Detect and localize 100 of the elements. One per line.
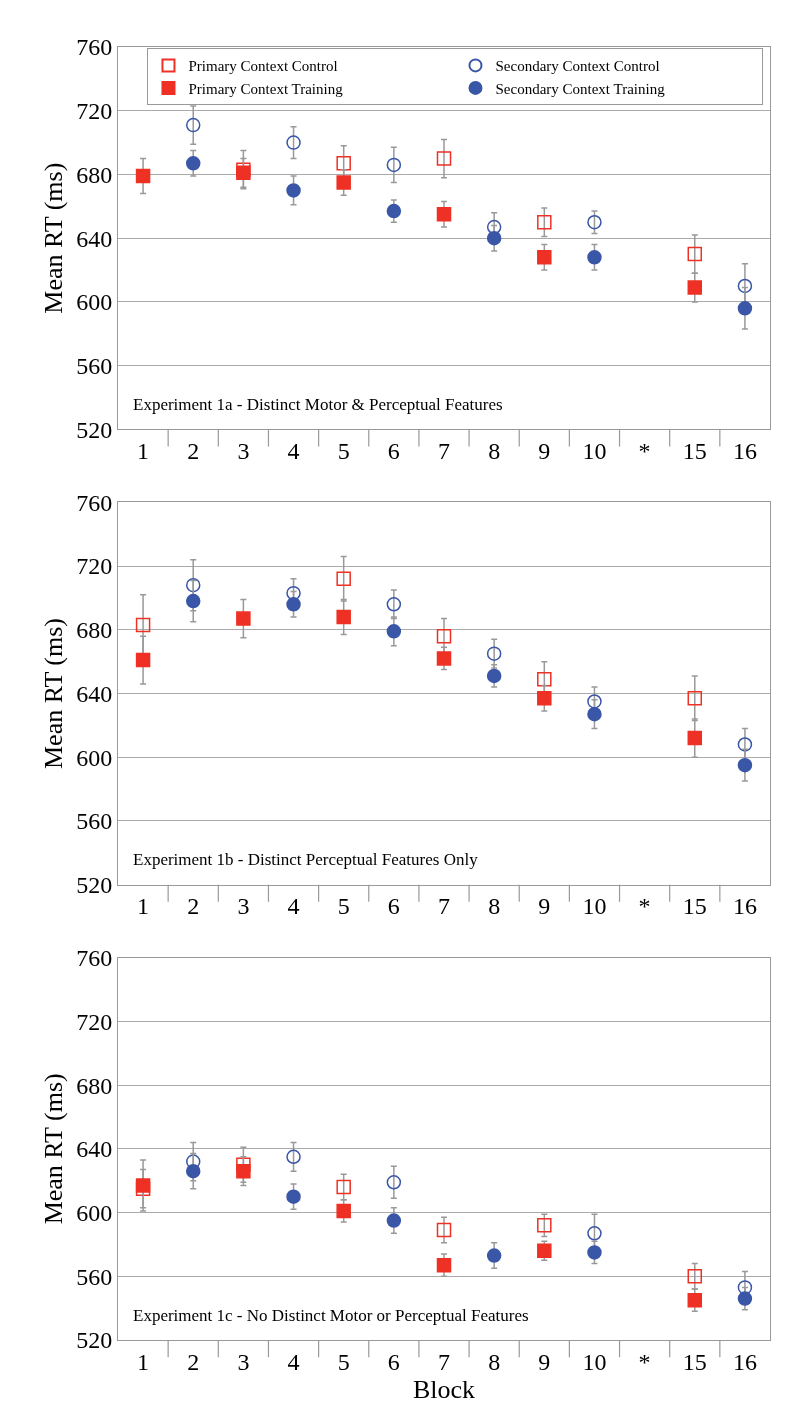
point <box>286 585 301 601</box>
point <box>486 668 502 684</box>
y-tick-label: 680 <box>76 617 113 644</box>
point <box>386 203 402 219</box>
point <box>286 183 301 198</box>
y-tick-label: 640 <box>76 1136 113 1163</box>
point <box>687 1292 703 1308</box>
point <box>737 1291 753 1306</box>
x-tick-label: * <box>638 1348 651 1375</box>
point <box>486 219 502 235</box>
y-tick-label: 600 <box>76 289 113 316</box>
point <box>386 1213 402 1228</box>
x-tick-label: 5 <box>337 438 350 465</box>
x-axis-title: Block <box>412 1374 476 1404</box>
legend-label: Secondary Context Control <box>495 58 660 75</box>
x-tick-label: 8 <box>488 1348 501 1375</box>
point <box>185 1163 201 1179</box>
y-tick-label: 640 <box>76 680 113 707</box>
point <box>687 246 703 262</box>
y-tick-label: 520 <box>76 416 113 443</box>
legend-label: Primary Context Control <box>188 58 338 75</box>
y-tick-label: 760 <box>76 34 113 61</box>
x-tick-label: 10 <box>582 1348 607 1375</box>
point <box>135 652 151 668</box>
point <box>486 230 502 246</box>
point <box>286 135 301 150</box>
point <box>336 1203 351 1219</box>
x-tick-label: 7 <box>438 438 450 465</box>
point <box>537 691 552 706</box>
point <box>537 250 552 265</box>
point <box>286 1189 301 1204</box>
point <box>185 593 201 609</box>
x-tick-label: 16 <box>732 893 757 920</box>
point <box>687 280 703 295</box>
point <box>587 1226 602 1241</box>
x-tick-label: * <box>638 438 651 465</box>
annotation: Experiment 1c - No Distinct Motor or Perceptual Features <box>133 1306 529 1325</box>
y-tick-label: 720 <box>76 98 113 125</box>
x-tick-label: 6 <box>387 438 400 465</box>
point <box>737 757 753 773</box>
x-tick-label: 5 <box>337 1348 350 1375</box>
x-tick-label: 2 <box>187 1348 200 1375</box>
legend-label: Secondary Context Training <box>495 80 666 97</box>
y-tick-label: 720 <box>76 1008 113 1035</box>
point <box>737 301 753 316</box>
x-tick-label: 10 <box>582 438 607 465</box>
x-tick-label: 9 <box>538 438 551 465</box>
point <box>737 737 753 752</box>
y-axis-title: Mean RT (ms) <box>38 1073 68 1225</box>
x-tick-label: 9 <box>538 1348 551 1375</box>
point <box>436 151 452 166</box>
point <box>336 1179 351 1195</box>
point <box>436 628 452 644</box>
point <box>185 117 201 133</box>
point <box>336 571 351 587</box>
point <box>436 207 452 222</box>
point <box>386 1175 402 1190</box>
y-tick-label: 560 <box>76 1263 113 1290</box>
point <box>386 157 402 173</box>
x-tick-label: 2 <box>187 893 200 920</box>
point <box>436 1222 452 1238</box>
point <box>436 1257 452 1273</box>
x-tick-label: 3 <box>237 893 250 920</box>
point <box>687 691 703 706</box>
legend-label: Primary Context Training <box>188 80 344 97</box>
y-tick-label: 760 <box>76 489 113 516</box>
point <box>587 706 602 722</box>
x-tick-label: 1 <box>137 438 150 465</box>
x-tick-label: 15 <box>682 893 707 920</box>
annotation: Experiment 1b - Distinct Perceptual Features Only <box>133 850 479 869</box>
annotation: Experiment 1a - Distinct Motor & Perceptual Features <box>133 395 503 414</box>
x-tick-label: 8 <box>488 893 501 920</box>
y-tick-label: 600 <box>76 1199 113 1226</box>
x-tick-label: 15 <box>682 1348 707 1375</box>
y-tick-label: 520 <box>76 1327 113 1354</box>
point <box>386 624 402 639</box>
point <box>185 156 201 171</box>
point <box>185 1154 201 1169</box>
point <box>336 175 351 190</box>
y-tick-label: 680 <box>76 1072 113 1099</box>
x-tick-label: 3 <box>237 1348 250 1375</box>
point <box>236 165 251 181</box>
point <box>436 651 452 666</box>
y-tick-label: 600 <box>76 744 113 771</box>
point <box>185 577 201 593</box>
point <box>135 617 151 633</box>
point <box>687 730 703 746</box>
point <box>486 1248 502 1263</box>
x-tick-label: 6 <box>387 1348 400 1375</box>
point <box>737 1280 753 1295</box>
point <box>286 1149 301 1165</box>
x-tick-label: 10 <box>582 893 607 920</box>
point <box>336 156 351 171</box>
y-tick-label: 760 <box>76 945 113 972</box>
x-tick-label: 8 <box>488 438 501 465</box>
point <box>336 609 351 625</box>
point <box>537 214 552 230</box>
y-axis-title: Mean RT (ms) <box>38 162 68 314</box>
point <box>135 168 151 184</box>
x-tick-label: 4 <box>287 1348 300 1375</box>
